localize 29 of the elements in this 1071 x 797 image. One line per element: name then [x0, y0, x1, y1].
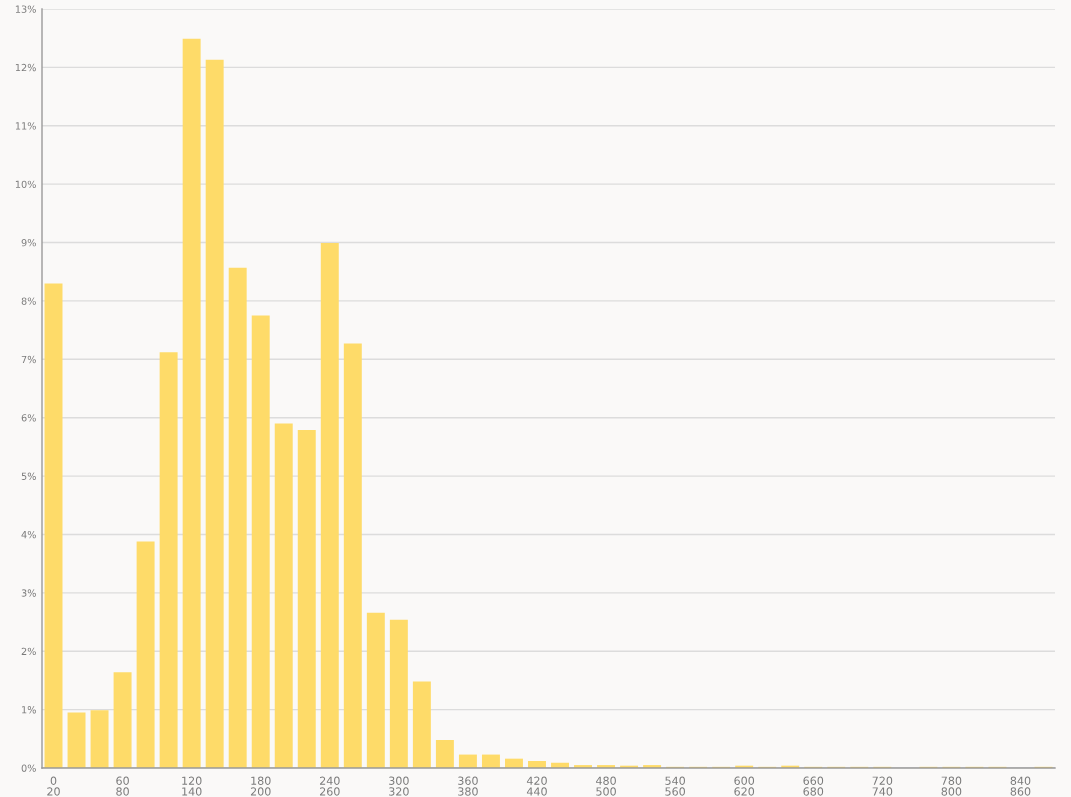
x-tick-label: 840 860	[1010, 776, 1031, 796]
y-tick-label: 7%	[21, 355, 36, 364]
y-tick-label: 0%	[21, 764, 36, 772]
x-tick-label: 720 740	[872, 776, 893, 796]
y-tick-label: 4%	[21, 530, 36, 539]
x-tick-label: 60 80	[116, 776, 129, 796]
y-tick-label: 12%	[15, 63, 36, 72]
y-tick-label: 11%	[15, 122, 36, 130]
x-tick-label: 480 500	[596, 776, 616, 796]
x-tick-label: 600 620	[734, 776, 755, 796]
x-tick-label: 0 20	[47, 776, 60, 796]
x-tick-label: 180 200	[250, 776, 271, 796]
y-tick-label: 9%	[21, 239, 36, 247]
x-tick-label: 780 800	[941, 776, 962, 796]
y-tick-label: 3%	[21, 589, 36, 597]
y-tick-label: 10%	[15, 180, 36, 188]
y-tick-label: 8%	[21, 297, 36, 305]
y-tick-label: 13%	[15, 5, 36, 13]
x-tick-label: 420 440	[526, 776, 547, 796]
x-tick-label: 120 140	[182, 776, 202, 796]
x-tick-label: 360 380	[458, 776, 478, 796]
x-tick-label: 540 560	[665, 776, 685, 796]
x-tick-label: 240 260	[319, 776, 340, 796]
y-tick-label: 1%	[22, 706, 36, 714]
x-tick-label: 660 680	[803, 776, 824, 796]
y-tick-label: 2%	[21, 647, 36, 656]
x-tick-label: 300 320	[389, 776, 409, 796]
y-tick-label: 6%	[21, 414, 36, 422]
y-tick-label: 5%	[21, 472, 36, 480]
